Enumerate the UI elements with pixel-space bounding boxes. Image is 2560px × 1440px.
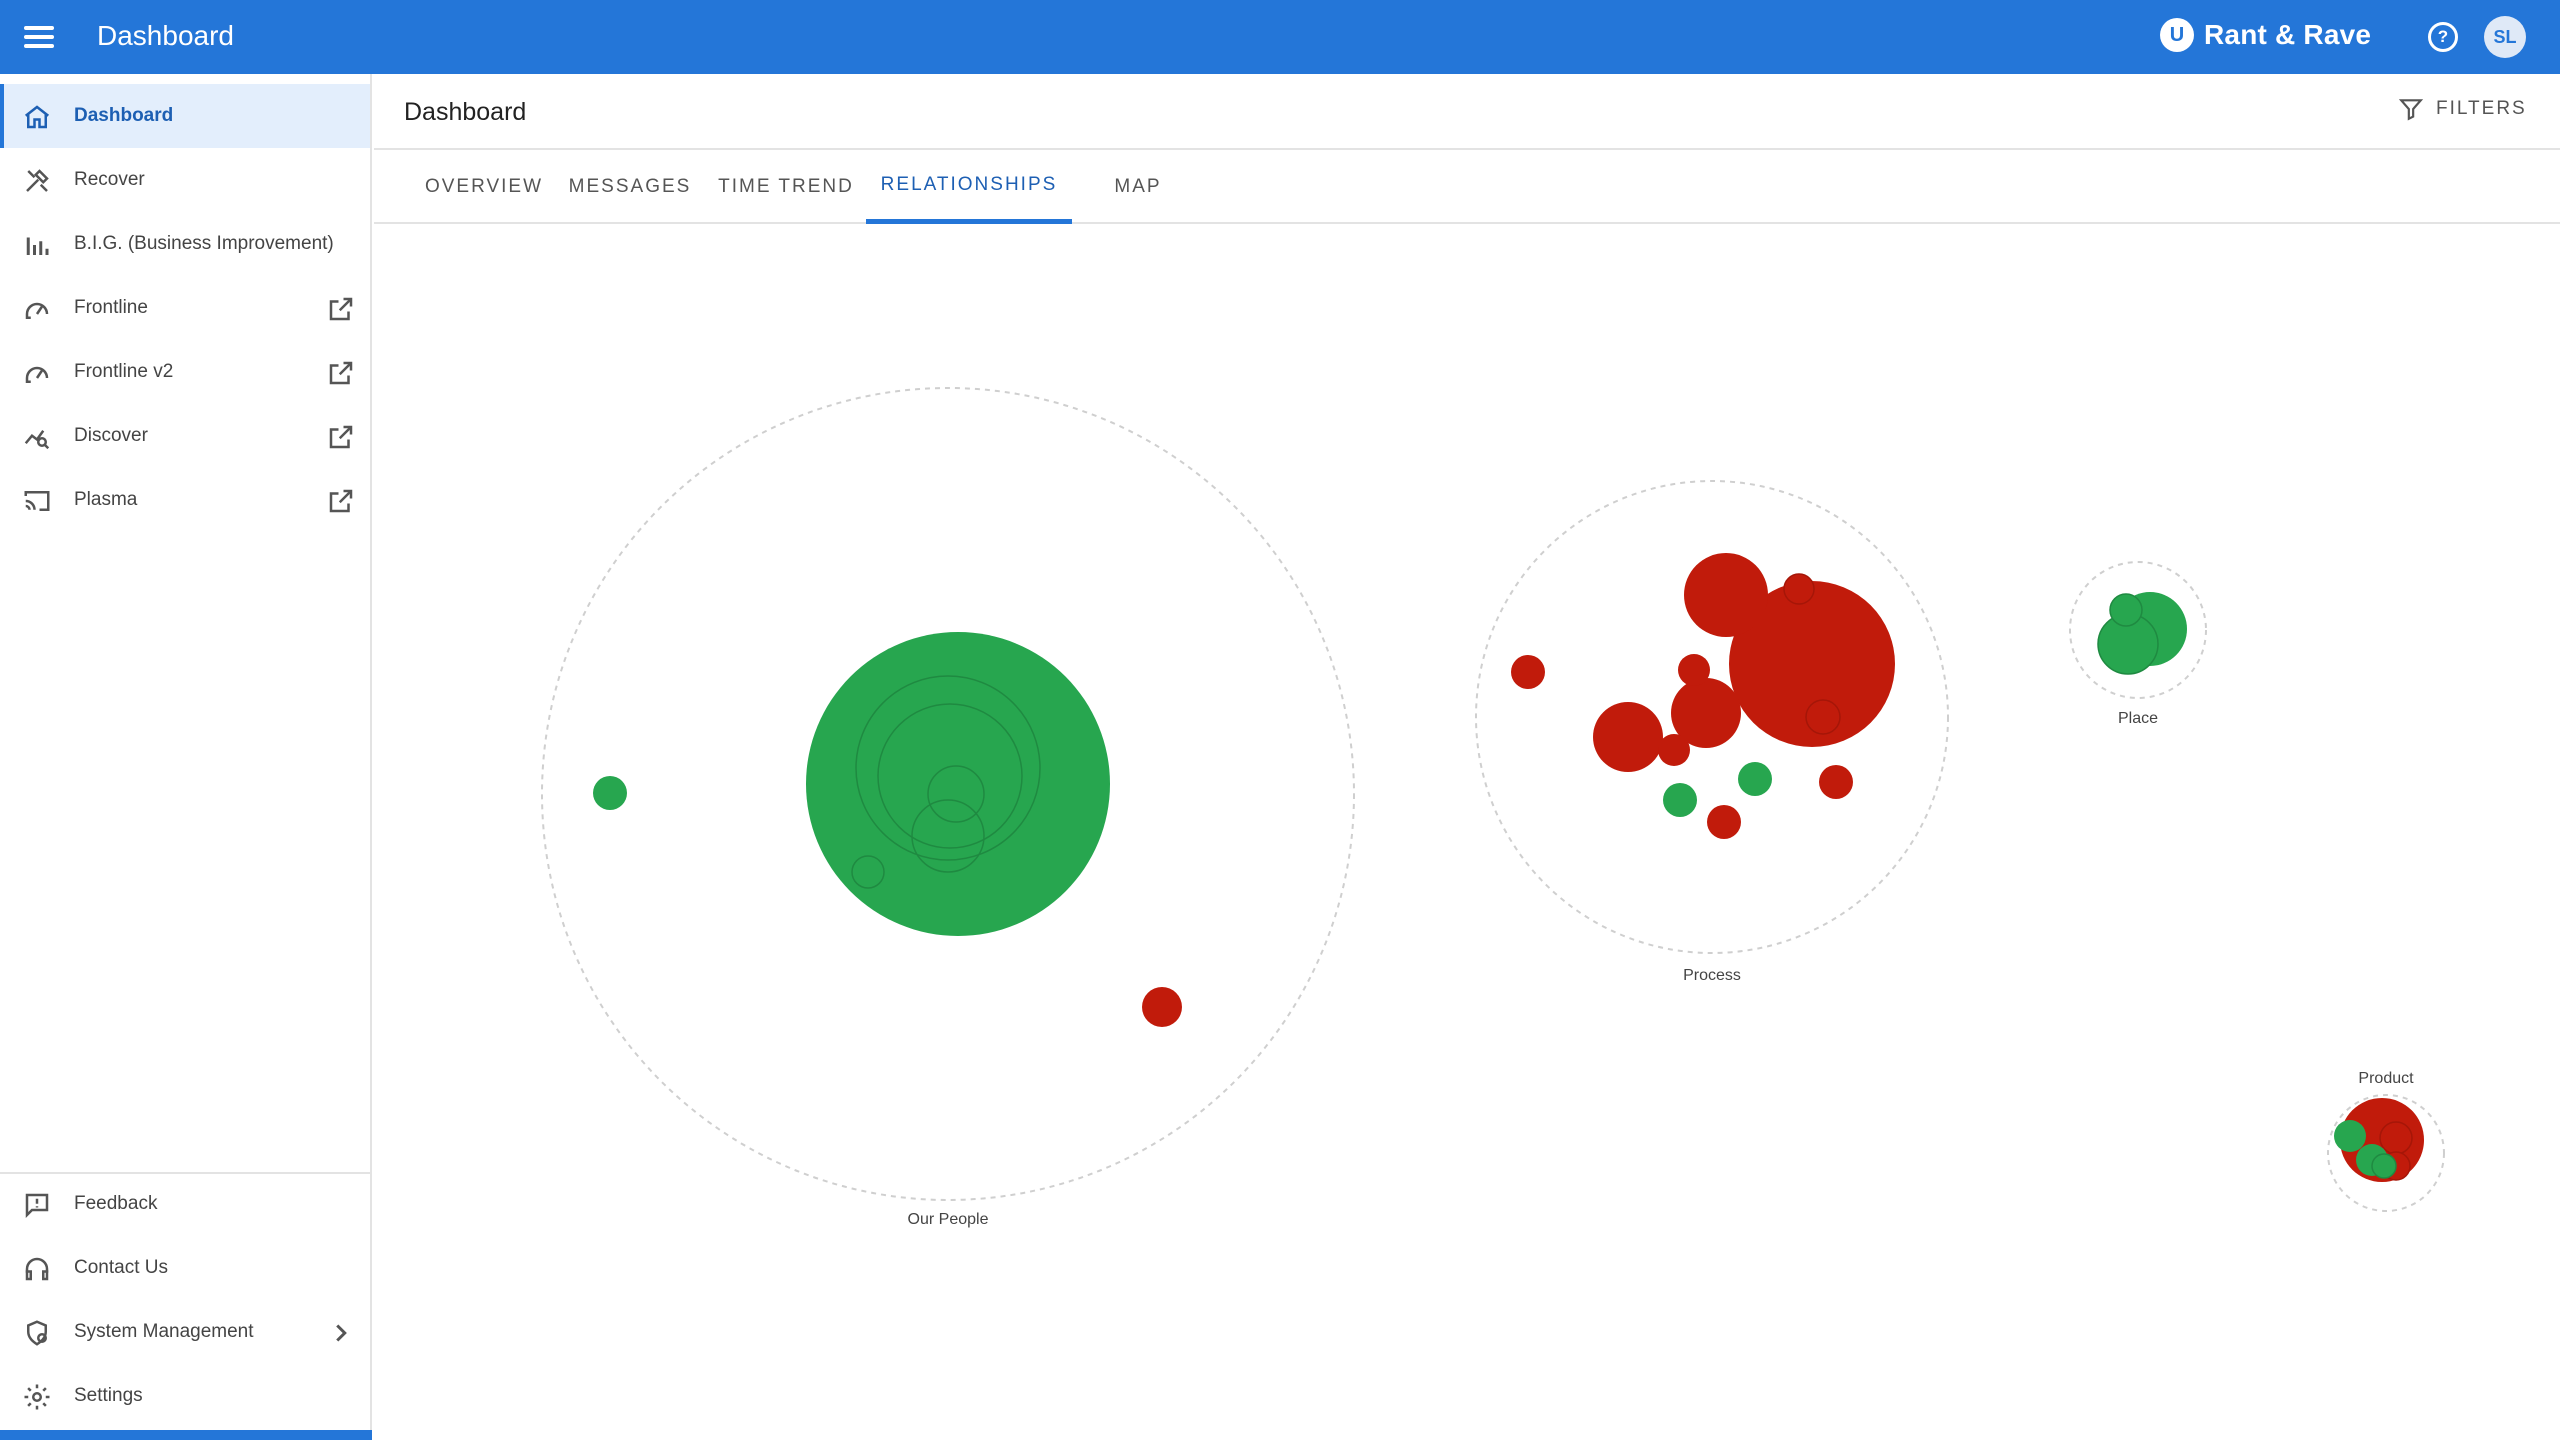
cluster-boundary-product	[2327, 1094, 2445, 1212]
bubble[interactable]	[855, 675, 1041, 861]
sidebar-item-label: Feedback	[74, 1193, 158, 1214]
external-link-icon[interactable]	[326, 358, 356, 388]
bubble[interactable]	[593, 776, 627, 810]
cluster-label-our-people: Our People	[908, 1211, 989, 1228]
bubble[interactable]	[1678, 654, 1710, 686]
bubble[interactable]	[806, 632, 1110, 936]
bubble[interactable]	[927, 765, 985, 823]
cluster-label-product: Product	[2358, 1070, 2414, 1087]
bubble[interactable]	[2371, 1153, 2397, 1179]
bubble[interactable]	[2334, 1120, 2366, 1152]
gear-icon	[24, 1384, 50, 1410]
sidebar-item-label: B.I.G. (Business Improvement)	[74, 233, 334, 254]
bubble[interactable]	[1663, 783, 1697, 817]
sidebar-scroll-indicator	[0, 1430, 372, 1440]
bubble[interactable]	[1707, 805, 1741, 839]
relationships-chart: Our People Process Place Product	[374, 226, 2560, 1440]
bubble[interactable]	[851, 855, 885, 889]
bubble-chart: Our People Process Place Product	[541, 387, 2445, 1228]
bubble[interactable]	[1819, 765, 1853, 799]
sidebar-item-label: Dashboard	[74, 105, 174, 126]
sidebar-item-settings[interactable]: Settings	[0, 1364, 370, 1428]
headset-gauge-icon	[25, 366, 49, 383]
hamburger-menu-icon[interactable]	[22, 21, 56, 53]
app-title: Dashboard	[97, 20, 234, 51]
cluster-boundary-place	[2069, 561, 2207, 699]
bar-chart-icon	[26, 237, 49, 255]
cluster-boundary-process	[1475, 480, 1949, 954]
feedback-icon	[25, 1193, 49, 1219]
tab-messages[interactable]: MESSAGES	[568, 176, 692, 197]
sidebar-item-big[interactable]: B.I.G. (Business Improvement)	[0, 212, 370, 276]
cluster-process	[1511, 553, 1895, 839]
app-bar: Dashboard U Rant & Rave ? SL	[0, 0, 2560, 74]
external-link-icon[interactable]	[326, 422, 356, 452]
tools-icon	[26, 169, 49, 192]
headset-gauge-icon	[25, 302, 49, 319]
cluster-label-place: Place	[2118, 710, 2158, 727]
tab-relationships[interactable]: RELATIONSHIPS	[866, 150, 1072, 224]
user-avatar[interactable]: SL	[2484, 16, 2526, 58]
bubble[interactable]	[1684, 553, 1768, 637]
bubble[interactable]	[1511, 655, 1545, 689]
sidebar-item-contact-us[interactable]: Contact Us	[0, 1236, 370, 1300]
cluster-our-people	[593, 632, 1182, 1027]
chart-search-icon	[24, 430, 50, 450]
sidebar-item-frontline[interactable]: Frontline	[0, 276, 370, 340]
sidebar-item-label: System Management	[74, 1321, 254, 1342]
sidebar-item-label: Frontline	[74, 297, 148, 318]
bubble[interactable]	[1729, 581, 1895, 747]
page-header: Dashboard FILTERS	[374, 74, 2560, 150]
filter-icon	[2398, 99, 2424, 121]
sidebar-item-label: Discover	[74, 425, 148, 446]
cluster-label-process: Process	[1683, 967, 1741, 984]
sidebar-item-system-management[interactable]: System Management	[0, 1300, 370, 1364]
brand-name: Rant & Rave	[2204, 19, 2372, 50]
bubble[interactable]	[2109, 593, 2143, 627]
sidebar-item-feedback[interactable]: Feedback	[0, 1172, 370, 1236]
tab-overview[interactable]: OVERVIEW	[424, 176, 544, 197]
sidebar-item-label: Recover	[74, 169, 145, 190]
sidebar-item-discover[interactable]: Discover	[0, 404, 370, 468]
cluster-place	[2097, 592, 2187, 675]
headset-icon	[25, 1257, 49, 1281]
sidebar-item-label: Plasma	[74, 489, 138, 510]
home-icon	[24, 105, 50, 129]
brand-logo-icon: U	[2160, 18, 2194, 52]
sidebar: Dashboard Recover B.I.G. (Business Impro…	[0, 74, 372, 1440]
sidebar-item-frontline-v2[interactable]: Frontline v2	[0, 340, 370, 404]
shield-gear-icon	[27, 1320, 47, 1346]
tab-map[interactable]: MAP	[1114, 176, 1162, 197]
sidebar-item-dashboard[interactable]: Dashboard	[0, 84, 370, 148]
tab-bar: OVERVIEW MESSAGES TIME TREND RELATIONSHI…	[374, 150, 2560, 224]
sidebar-item-plasma[interactable]: Plasma	[0, 468, 370, 532]
bubble[interactable]	[1142, 987, 1182, 1027]
sidebar-item-label: Settings	[74, 1385, 143, 1406]
sidebar-item-recover[interactable]: Recover	[0, 148, 370, 212]
page-title: Dashboard	[404, 98, 527, 126]
cast-screen-icon	[24, 491, 50, 511]
chevron-right-icon[interactable]	[326, 1318, 356, 1348]
help-icon[interactable]: ?	[2428, 22, 2458, 52]
bubble[interactable]	[1658, 734, 1690, 766]
cluster-product	[2334, 1098, 2424, 1182]
bubble[interactable]	[1593, 702, 1663, 772]
cluster-boundary-our-people	[541, 387, 1355, 1201]
bubble[interactable]	[1738, 762, 1772, 796]
sidebar-item-label: Frontline v2	[74, 361, 174, 382]
external-link-icon[interactable]	[326, 486, 356, 516]
external-link-icon[interactable]	[326, 294, 356, 324]
filters-button[interactable]: FILTERS	[2398, 96, 2527, 122]
brand: U Rant & Rave	[2160, 18, 2371, 52]
bubble[interactable]	[1671, 678, 1741, 748]
sidebar-item-label: Contact Us	[74, 1257, 168, 1278]
filters-label: FILTERS	[2436, 98, 2527, 119]
tab-time-trend[interactable]: TIME TREND	[718, 176, 854, 197]
sidebar-divider	[0, 1172, 370, 1174]
bubble[interactable]	[911, 799, 985, 873]
bubble[interactable]	[877, 703, 1023, 849]
bubble[interactable]	[1783, 573, 1815, 605]
bubble[interactable]	[1805, 699, 1841, 735]
